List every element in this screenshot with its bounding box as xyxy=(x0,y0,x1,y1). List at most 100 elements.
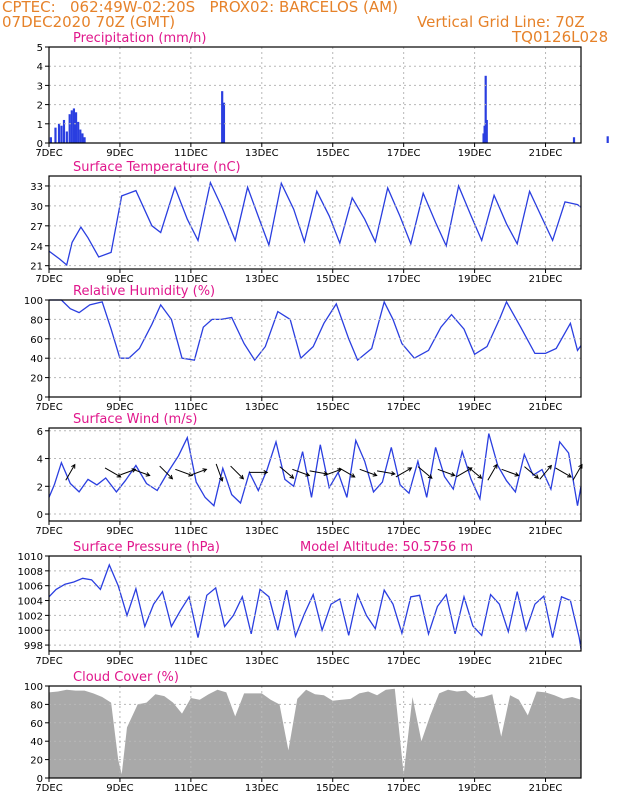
precip-bar xyxy=(81,133,84,143)
y-tick-label: 27 xyxy=(30,222,43,233)
panel-title: Precipitation (mm/h) xyxy=(73,31,206,46)
y-tick-label: 1008 xyxy=(18,567,43,578)
y-tick-label: 33 xyxy=(30,182,43,193)
y-tick-label: 100 xyxy=(24,682,43,693)
x-tick-label: 7DEC xyxy=(35,274,62,285)
y-tick-label: 2 xyxy=(37,482,43,493)
y-tick-label: 100 xyxy=(24,296,43,307)
precip-bar xyxy=(222,102,226,143)
panel-temp: 21 24 27 30 33 7DEC 9DEC 11DEC 13DEC 15DEC 17DEC 19… xyxy=(30,160,582,285)
wind-arrow xyxy=(501,468,520,477)
panel-title: Surface Temperature (nC) xyxy=(73,160,241,175)
wind-arrow xyxy=(487,463,498,481)
y-tick-label: 1 xyxy=(37,120,43,131)
x-tick-label: 13DEC xyxy=(245,783,279,794)
wind-arrow xyxy=(279,466,295,479)
x-tick-label: 15DEC xyxy=(316,274,350,285)
y-tick-label: 5 xyxy=(37,43,43,54)
rh-line xyxy=(49,299,582,362)
x-tick-label: 9DEC xyxy=(106,402,133,413)
x-tick-label: 9DEC xyxy=(106,148,133,159)
x-tick-label: 17DEC xyxy=(387,783,421,794)
precip-bar xyxy=(83,137,86,143)
y-tick-label: 0 xyxy=(37,510,43,521)
y-tick-label: 60 xyxy=(30,719,43,730)
x-tick-label: 7DEC xyxy=(35,148,62,159)
y-tick-label: 0 xyxy=(37,393,43,404)
y-tick-label: 0 xyxy=(37,139,43,150)
panel-precip: 0 1 2 3 4 5 7DEC 9DEC 11DEC 13DEC 15DEC 17DEC 19DEC 2… xyxy=(35,31,609,159)
x-tick-label: 15DEC xyxy=(316,148,350,159)
wind-arrow xyxy=(118,468,137,476)
x-tick-label: 17DEC xyxy=(387,148,421,159)
precip-bar xyxy=(606,136,609,143)
panel-wind: 0 2 4 6 7DEC 9DEC 11DEC 13DEC 15DEC 17DEC 19DEC 21D… xyxy=(35,412,583,537)
x-tick-label: 19DEC xyxy=(458,526,492,537)
x-tick-label: 17DEC xyxy=(387,526,421,537)
plot-frame xyxy=(48,46,582,144)
y-tick-label: 998 xyxy=(24,641,43,652)
x-tick-label: 7DEC xyxy=(35,783,62,794)
precip-bar xyxy=(484,75,487,143)
x-tick-label: 21DEC xyxy=(529,148,563,159)
model-altitude-note: Model Altitude: 50.5756 m xyxy=(300,540,473,555)
panel-title: Surface Pressure (hPa) xyxy=(73,540,220,555)
wind-arrow xyxy=(376,470,396,476)
x-tick-label: 21DEC xyxy=(529,402,563,413)
x-tick-label: 17DEC xyxy=(387,656,421,667)
header-date: 07DEC2020 70Z (GMT) xyxy=(2,13,176,31)
wind-arrow xyxy=(215,463,224,482)
wind-arrow xyxy=(104,467,122,478)
x-tick-label: 15DEC xyxy=(316,656,350,667)
wind-arrow xyxy=(437,468,456,477)
wind-arrow xyxy=(230,465,245,480)
precip-bar xyxy=(62,119,66,143)
x-tick-label: 19DEC xyxy=(458,148,492,159)
precip-bar xyxy=(54,127,57,143)
x-tick-label: 9DEC xyxy=(106,783,133,794)
precip-bar xyxy=(74,112,78,143)
x-tick-label: 7DEC xyxy=(35,656,62,667)
x-tick-label: 11DEC xyxy=(174,783,208,794)
x-tick-label: 11DEC xyxy=(174,148,208,159)
x-tick-label: 13DEC xyxy=(245,148,279,159)
y-tick-label: 20 xyxy=(30,374,43,385)
precip-bar xyxy=(60,125,63,143)
plot-frame xyxy=(48,299,582,398)
panel-rh: 0 20 40 60 80 100 7DEC 9DEC 11DEC 13DEC 15DEC 17DEC… xyxy=(24,284,582,413)
wind-arrow xyxy=(338,467,356,478)
wind-line xyxy=(48,433,582,507)
precip-bar xyxy=(572,137,576,143)
y-tick-label: 2 xyxy=(37,101,43,112)
wind-arrow xyxy=(555,467,572,478)
precip-bar xyxy=(72,108,76,143)
precip-bar xyxy=(49,137,52,143)
precip-bar xyxy=(65,131,68,143)
plot-frame xyxy=(48,175,582,270)
x-tick-label: 13DEC xyxy=(245,526,279,537)
y-tick-label: 80 xyxy=(30,700,43,711)
pres-line xyxy=(48,563,582,649)
y-tick-label: 24 xyxy=(30,242,43,253)
x-tick-label: 19DEC xyxy=(458,402,492,413)
plot-frame xyxy=(48,555,582,652)
wind-arrow xyxy=(539,464,552,480)
x-tick-label: 19DEC xyxy=(458,783,492,794)
y-tick-label: 3 xyxy=(37,81,43,92)
plot-frame xyxy=(48,685,582,779)
x-tick-label: 15DEC xyxy=(316,526,350,537)
y-tick-label: 1010 xyxy=(18,552,43,563)
precip-bar xyxy=(79,129,82,143)
x-tick-label: 11DEC xyxy=(174,526,208,537)
wind-arrow xyxy=(65,463,76,481)
panel-title: Relative Humidity (%) xyxy=(73,284,215,299)
x-tick-label: 21DEC xyxy=(529,783,563,794)
wind-arrow xyxy=(395,467,413,478)
panel-pres: 998 1000 1002 1004 1006 1008 1010 7DEC 9DEC 11DEC… xyxy=(18,540,582,667)
y-tick-label: 21 xyxy=(30,262,43,273)
wind-arrow xyxy=(417,466,433,479)
y-tick-label: 1002 xyxy=(18,611,43,622)
x-tick-label: 13DEC xyxy=(245,274,279,285)
y-tick-label: 4 xyxy=(37,455,43,466)
